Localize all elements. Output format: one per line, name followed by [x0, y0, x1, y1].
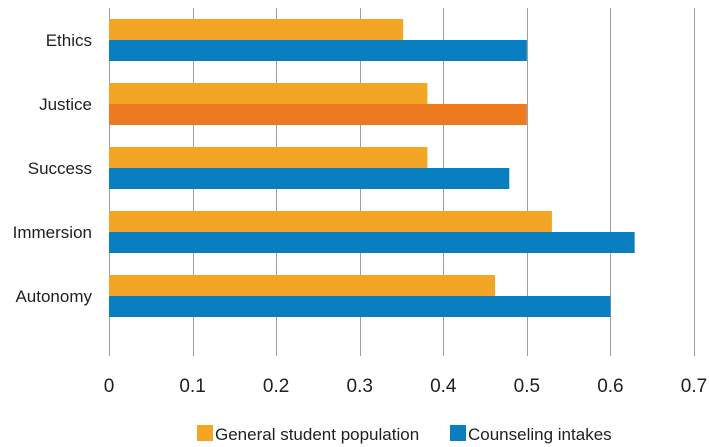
bar-immersion-general-student-population — [109, 211, 552, 232]
bar-autonomy-counseling-intakes — [109, 296, 611, 317]
legend-label-counseling-intakes: Counseling intakes — [468, 425, 612, 444]
bar-success-counseling-intakes — [109, 168, 510, 189]
x-tick-label: 0.2 — [263, 376, 289, 397]
bar-immersion-counseling-intakes — [109, 232, 635, 253]
x-axis-tick-labels: 0 0.1 0.2 0.3 0.4 0.5 0.6 0.7 — [104, 376, 708, 397]
category-labels: Ethics Justice Success Immersion Autonomy — [13, 31, 93, 306]
bars — [109, 19, 635, 317]
x-tick-label: 0.1 — [179, 376, 205, 397]
legend-swatch-general-student-population — [197, 425, 213, 441]
x-tick-label: 0.6 — [597, 376, 623, 397]
x-tick-label: 0.4 — [430, 376, 457, 397]
x-tick-label: 0.5 — [514, 376, 540, 397]
x-tick-label: 0.7 — [681, 376, 707, 397]
bar-autonomy-general-student-population — [109, 275, 496, 296]
bar-success-general-student-population — [109, 147, 428, 168]
category-label-success: Success — [28, 159, 92, 178]
x-tick-label: 0 — [104, 376, 115, 397]
legend-label-general-student-population: General student population — [215, 425, 419, 444]
legend: General student population Counseling in… — [197, 425, 612, 444]
bar-ethics-general-student-population — [109, 19, 404, 40]
bar-justice-general-student-population — [109, 83, 428, 104]
bar-ethics-counseling-intakes — [109, 40, 527, 61]
x-tick-label: 0.3 — [347, 376, 373, 397]
category-label-justice: Justice — [39, 95, 92, 114]
bar-justice-counseling-intakes — [109, 104, 527, 125]
category-label-ethics: Ethics — [46, 31, 92, 50]
category-label-immersion: Immersion — [13, 223, 92, 242]
category-label-autonomy: Autonomy — [15, 287, 92, 306]
legend-swatch-counseling-intakes — [450, 425, 466, 441]
